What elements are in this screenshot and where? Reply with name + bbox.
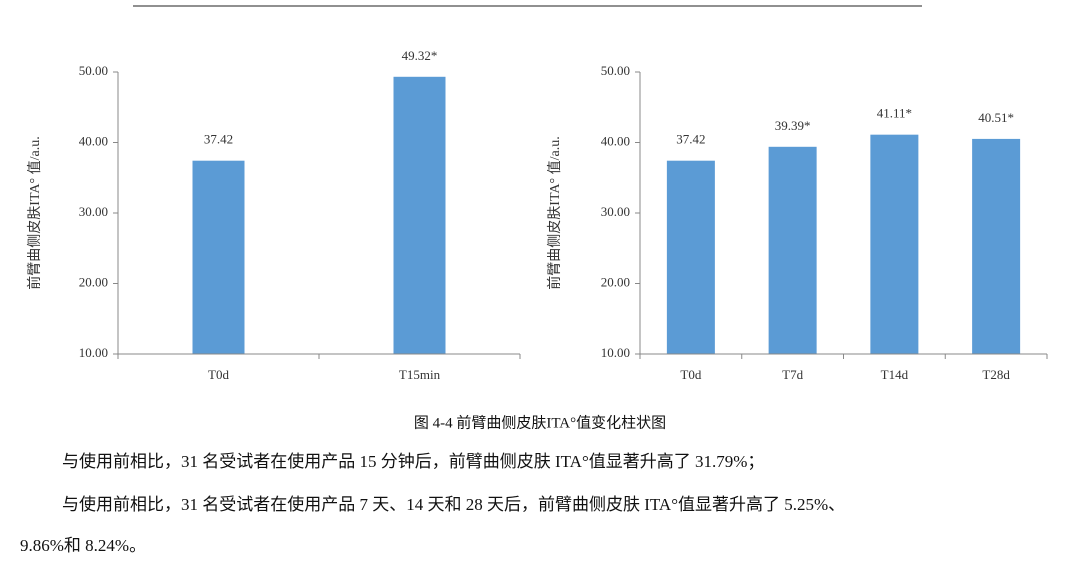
- paragraph-line: 9.86%和 8.24%。: [20, 536, 146, 555]
- y-tick-label: 30.00: [601, 204, 630, 219]
- y-tick-label: 10.00: [601, 345, 630, 360]
- figure-caption: 图 4-4 前臂曲侧皮肤ITA°值变化柱状图: [414, 414, 666, 431]
- value-label: 40.51*: [978, 110, 1014, 125]
- value-label: 37.42: [204, 132, 233, 147]
- paragraph-line: 与使用前相比，31 名受试者在使用产品 7 天、14 天和 28 天后，前臂曲侧…: [62, 494, 845, 514]
- x-tick-label: T28d: [982, 367, 1010, 382]
- x-tick-label: T0d: [680, 367, 701, 382]
- y-tick-label: 40.00: [79, 133, 108, 148]
- bar: [192, 160, 245, 354]
- x-tick-label: T0d: [208, 367, 229, 382]
- x-tick-label: T15min: [399, 367, 441, 382]
- value-label: 39.39*: [775, 118, 811, 133]
- x-tick-label: T7d: [782, 367, 803, 382]
- x-tick-label: T14d: [881, 367, 909, 382]
- value-label: 49.32*: [402, 48, 438, 63]
- y-tick-label: 40.00: [601, 133, 630, 148]
- y-tick-label: 20.00: [79, 274, 108, 289]
- bar: [972, 138, 1021, 354]
- y-tick-label: 20.00: [601, 274, 630, 289]
- paragraph-line: 与使用前相比，31 名受试者在使用产品 15 分钟后，前臂曲侧皮肤 ITA°值显…: [62, 451, 764, 471]
- bar: [768, 146, 817, 354]
- y-tick-label: 10.00: [79, 345, 108, 360]
- bar: [393, 76, 446, 354]
- value-label: 41.11*: [877, 106, 912, 121]
- bar: [666, 160, 715, 354]
- bar: [870, 134, 919, 354]
- y-tick-label: 50.00: [79, 63, 108, 78]
- value-label: 37.42: [676, 132, 705, 147]
- y-tick-label: 30.00: [79, 204, 108, 219]
- y-axis-label: 前臂曲侧皮肤ITA° 值/a.u.: [26, 136, 43, 289]
- y-tick-label: 50.00: [601, 63, 630, 78]
- y-axis-label: 前臂曲侧皮肤ITA° 值/a.u.: [546, 136, 563, 289]
